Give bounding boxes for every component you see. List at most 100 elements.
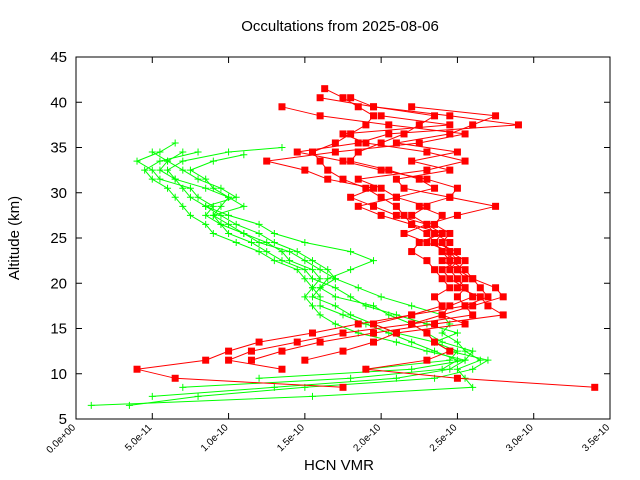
data-point: [316, 302, 324, 310]
data-point: [316, 284, 324, 292]
data-point: [225, 193, 233, 201]
data-point: [385, 166, 393, 174]
data-point: [453, 266, 461, 274]
data-point: [301, 266, 309, 274]
data-point: [255, 338, 263, 346]
data-point: [286, 248, 294, 256]
y-tick-label: 10: [50, 366, 67, 383]
data-point: [438, 257, 446, 265]
data-point: [339, 130, 347, 138]
data-point: [331, 320, 339, 328]
chart-title: Occultations from 2025-08-06: [241, 18, 439, 35]
data-point: [453, 365, 461, 373]
data-point: [179, 202, 187, 210]
data-point: [301, 275, 309, 283]
data-point: [453, 284, 461, 292]
data-point: [156, 166, 164, 174]
data-point: [339, 175, 347, 183]
data-point: [202, 184, 210, 192]
data-point: [209, 184, 217, 192]
data-point: [308, 275, 316, 283]
data-point: [148, 166, 156, 174]
data-point: [453, 329, 461, 337]
data-point: [232, 193, 240, 201]
data-point: [194, 175, 202, 183]
data-point: [255, 248, 263, 256]
data-point: [156, 148, 164, 156]
data-point: [461, 275, 469, 283]
data-point: [469, 365, 477, 373]
data-point: [354, 320, 362, 328]
data-point: [370, 184, 378, 192]
y-tick-label: 25: [50, 230, 67, 247]
y-tick-label: 35: [50, 140, 67, 157]
data-point: [461, 356, 469, 364]
profile-line: [342, 115, 466, 334]
data-point: [308, 392, 316, 400]
data-point: [408, 365, 416, 373]
data-point: [209, 157, 217, 165]
x-tick-label: 2.0e-10: [351, 422, 383, 454]
data-point: [225, 229, 233, 237]
data-point: [179, 148, 187, 156]
data-point: [377, 139, 385, 147]
data-point: [339, 94, 347, 102]
data-point: [308, 257, 316, 265]
data-point: [408, 103, 416, 111]
data-point: [431, 229, 439, 237]
data-point: [423, 239, 431, 247]
data-point: [308, 329, 316, 337]
data-point: [469, 383, 477, 391]
data-point: [446, 112, 454, 120]
data-point: [423, 220, 431, 228]
data-point: [202, 202, 210, 210]
data-point: [423, 202, 431, 210]
data-point: [370, 302, 378, 310]
data-point: [453, 248, 461, 256]
data-point: [301, 166, 309, 174]
data-point: [453, 211, 461, 219]
x-tick-label: 1.5e-10: [275, 422, 307, 454]
y-axis: 5 10 15 20 25 30 35 40 45: [50, 49, 610, 428]
data-point: [324, 275, 332, 283]
data-point: [354, 139, 362, 147]
data-point: [461, 266, 469, 274]
data-point: [125, 401, 133, 409]
data-point: [308, 293, 316, 301]
profile-line: [159, 151, 459, 370]
data-point: [301, 356, 309, 364]
data-point: [347, 94, 355, 102]
data-point: [400, 211, 408, 219]
data-point: [431, 293, 439, 301]
data-point: [453, 347, 461, 355]
data-point: [415, 175, 423, 183]
data-point: [347, 157, 355, 165]
data-point: [324, 166, 332, 174]
data-point: [446, 248, 454, 256]
x-tick-label: 3.5e-10: [580, 422, 612, 454]
data-point: [194, 392, 202, 400]
data-point: [347, 248, 355, 256]
data-point: [377, 193, 385, 201]
data-point: [392, 374, 400, 382]
data-point: [476, 284, 484, 292]
data-point: [408, 311, 416, 319]
data-point: [453, 184, 461, 192]
data-point: [385, 121, 393, 129]
data-point: [331, 284, 339, 292]
data-point: [362, 365, 370, 373]
data-point: [339, 157, 347, 165]
data-point: [385, 311, 393, 319]
data-point: [446, 347, 454, 355]
data-point: [438, 266, 446, 274]
y-tick-label: 15: [50, 321, 67, 338]
profile-line: [226, 106, 505, 370]
data-point: [286, 257, 294, 265]
data-point: [339, 383, 347, 391]
data-point: [446, 130, 454, 138]
data-point: [347, 374, 355, 382]
data-point: [423, 148, 431, 156]
data-point: [453, 356, 461, 364]
data-point: [370, 338, 378, 346]
